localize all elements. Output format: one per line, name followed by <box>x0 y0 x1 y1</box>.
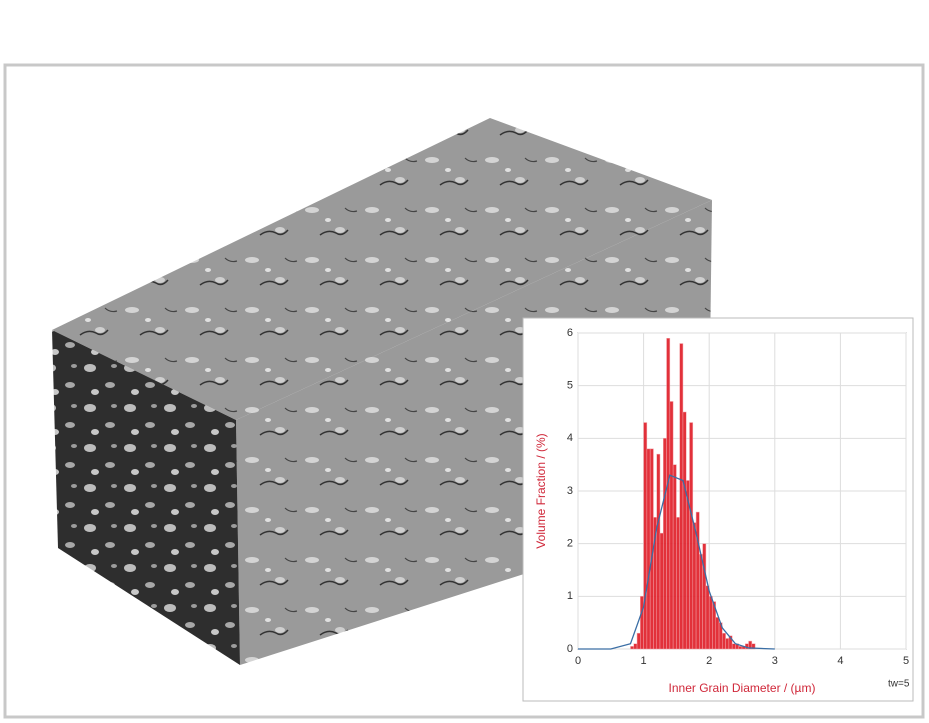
y-axis-label: Volume Fraction / (%) <box>534 433 548 548</box>
bar <box>692 522 697 650</box>
annotation: tw=5 <box>888 679 910 690</box>
bar <box>669 401 674 650</box>
y-tick-label: 5 <box>567 380 573 392</box>
block-front <box>52 330 240 665</box>
x-tick-label: 1 <box>641 655 647 667</box>
block-top <box>52 118 712 420</box>
bar <box>643 422 648 650</box>
bar <box>689 422 694 650</box>
bar <box>636 632 641 650</box>
bar <box>656 453 661 650</box>
bar <box>725 638 730 650</box>
bar <box>672 464 677 650</box>
bar <box>728 635 733 650</box>
bar <box>702 543 707 650</box>
bar <box>640 596 644 650</box>
bar <box>676 517 680 650</box>
bar <box>705 585 710 650</box>
histogram-chart: 0 1 2 3 4 5 6 0 1 2 3 4 5 <box>567 327 909 667</box>
bar <box>679 343 684 650</box>
bar <box>682 411 687 650</box>
y-tick-label: 6 <box>567 327 573 339</box>
bar <box>699 553 703 650</box>
x-tick-label: 3 <box>772 655 778 667</box>
y-tick-label: 3 <box>567 485 573 497</box>
fit-curve <box>578 474 775 650</box>
bar <box>715 617 720 650</box>
bar <box>722 632 726 650</box>
x-tick-label: 4 <box>837 655 843 667</box>
bar <box>633 643 638 650</box>
y-tick-label: 1 <box>567 590 573 602</box>
y-tick-label: 0 <box>567 643 573 655</box>
bar <box>663 438 667 650</box>
x-tick-label: 5 <box>903 655 909 667</box>
bar <box>646 448 651 650</box>
bar <box>731 643 736 650</box>
bar <box>630 646 635 650</box>
x-tick-label: 2 <box>706 655 712 667</box>
bar <box>738 646 743 650</box>
bar <box>659 532 664 650</box>
bar <box>666 338 671 650</box>
bar <box>751 643 756 650</box>
x-tick-label: 0 <box>575 655 581 667</box>
y-tick-label: 2 <box>567 538 573 550</box>
x-axis-label: Inner Grain Diameter / (µm) <box>669 681 816 695</box>
bar <box>708 596 713 650</box>
y-tick-label: 4 <box>567 432 573 444</box>
